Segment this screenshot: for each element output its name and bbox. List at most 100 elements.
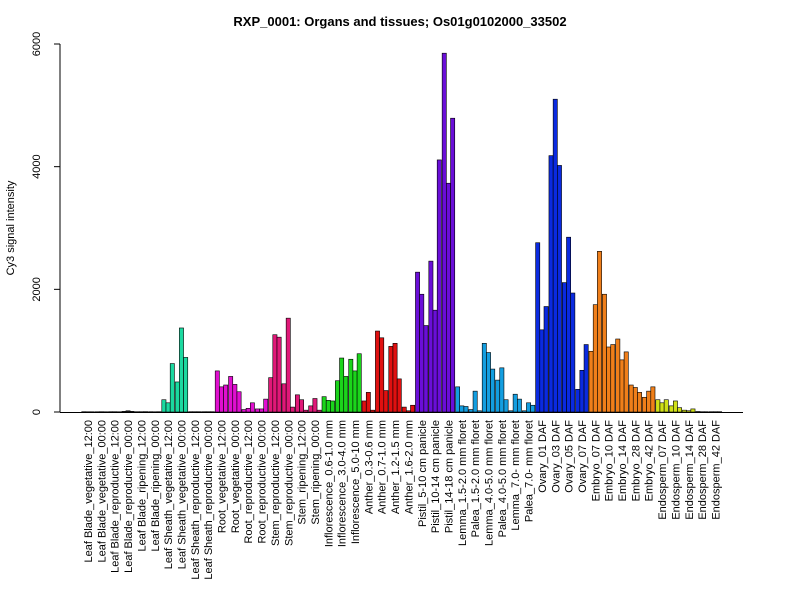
y-tick-label: 0 bbox=[31, 409, 43, 415]
bar bbox=[686, 410, 692, 413]
bar bbox=[575, 389, 581, 413]
bar bbox=[597, 251, 602, 413]
chart-title: RXP_0001: Organs and tissues; Os01g01020… bbox=[233, 14, 566, 29]
x-tick-label: Ovary_01 DAF bbox=[537, 420, 549, 493]
bar bbox=[490, 368, 496, 413]
y-axis: 0 2000 4000 6000 bbox=[31, 32, 61, 415]
bar bbox=[423, 325, 429, 413]
bar bbox=[615, 338, 621, 413]
bar bbox=[419, 293, 425, 413]
bar bbox=[472, 390, 478, 413]
bar bbox=[486, 352, 491, 413]
bar bbox=[508, 410, 514, 413]
bar bbox=[179, 327, 184, 413]
x-tick-label: Embryo_28 DAF bbox=[630, 420, 642, 502]
bar bbox=[512, 393, 518, 413]
x-tick-label: Anther_0.7-1.0 mm bbox=[377, 420, 389, 514]
bar bbox=[183, 357, 189, 413]
bar bbox=[623, 351, 629, 413]
bar bbox=[129, 411, 135, 413]
x-tick-label: Leaf Blade_vegetative_00:00 bbox=[96, 420, 108, 563]
bar bbox=[463, 406, 469, 413]
bar bbox=[503, 399, 509, 413]
bar bbox=[446, 182, 451, 413]
bar bbox=[659, 402, 665, 413]
x-tick-label: Anther_1.6-2.0 mm bbox=[403, 420, 415, 514]
bar bbox=[401, 406, 407, 413]
bar bbox=[174, 381, 180, 413]
bar bbox=[526, 402, 531, 413]
bar bbox=[561, 282, 567, 413]
bar bbox=[495, 379, 501, 413]
bar bbox=[476, 410, 482, 413]
bar bbox=[303, 409, 309, 413]
x-tick-label: Ovary_05 DAF bbox=[564, 420, 576, 493]
bar bbox=[521, 410, 527, 413]
bar bbox=[125, 410, 131, 413]
bar bbox=[276, 336, 282, 413]
bar bbox=[169, 363, 175, 413]
x-tick-label: Lemma_1.5-2.0 mm floret bbox=[457, 420, 469, 546]
bar bbox=[543, 306, 549, 413]
x-tick-labels: Leaf Blade_vegetative_12:00 Leaf Blade_ve… bbox=[83, 420, 722, 580]
bar bbox=[232, 384, 238, 413]
bar bbox=[410, 404, 415, 413]
bar bbox=[312, 398, 318, 413]
bar bbox=[214, 370, 220, 413]
bar bbox=[228, 376, 234, 413]
bar bbox=[245, 408, 251, 413]
bar bbox=[263, 398, 269, 413]
x-tick-label: Ovary_07 DAF bbox=[577, 420, 589, 493]
bar bbox=[663, 399, 669, 413]
bar bbox=[361, 400, 367, 413]
x-tick-label: Leaf Sheath_vegetative_12:00 bbox=[163, 420, 175, 569]
y-axis-label: Cy3 signal intensity bbox=[5, 180, 17, 275]
bar bbox=[161, 399, 167, 413]
bar bbox=[281, 383, 287, 413]
bar bbox=[290, 406, 295, 413]
bar bbox=[432, 309, 438, 413]
x-tick-label: Embryo_10 DAF bbox=[604, 420, 616, 502]
bar bbox=[392, 343, 398, 413]
x-tick-label: Palea_7.0- mm floret bbox=[524, 420, 536, 522]
bar bbox=[259, 408, 264, 413]
x-tick-label: Lemma_4.0-5.0 mm floret bbox=[484, 420, 496, 546]
bar bbox=[308, 405, 314, 413]
bar bbox=[356, 353, 362, 413]
bar bbox=[405, 410, 411, 413]
x-tick-label: Stem_reproductive_12:00 bbox=[270, 420, 282, 546]
x-tick-label: Ovary_03 DAF bbox=[550, 420, 562, 493]
y-tick-label: 4000 bbox=[31, 154, 43, 178]
bar bbox=[539, 329, 545, 413]
bar bbox=[268, 377, 274, 413]
x-tick-label: Leaf Blade_ripening_00:00 bbox=[150, 420, 162, 552]
x-tick-label: Root_reproductive_12:00 bbox=[243, 420, 255, 544]
x-tick-label: Endosperm_28 DAF bbox=[697, 420, 709, 520]
bar bbox=[165, 402, 171, 413]
bar bbox=[516, 398, 522, 413]
bar bbox=[583, 344, 589, 413]
bar bbox=[285, 317, 291, 413]
bar bbox=[459, 405, 465, 413]
bar bbox=[610, 344, 616, 413]
bar bbox=[548, 155, 554, 413]
bar bbox=[339, 357, 345, 413]
bar bbox=[352, 370, 358, 413]
bar bbox=[396, 378, 402, 413]
x-tick-label: Inflorescence_3.0-4.0 mm bbox=[337, 420, 349, 547]
x-tick-label: Root_vegetative_12:00 bbox=[217, 420, 229, 533]
x-tick-label: Embryo_07 DAF bbox=[590, 420, 602, 502]
bar bbox=[325, 400, 331, 413]
x-tick-label: Stem_reproductive_00:00 bbox=[283, 420, 295, 546]
bar bbox=[415, 271, 420, 413]
bar bbox=[695, 411, 701, 413]
bar bbox=[272, 334, 278, 413]
x-tick-label: Pistil_14-18 cm panicle bbox=[443, 420, 455, 533]
x-tick-label: Leaf Sheath_reproductive_12:00 bbox=[190, 420, 202, 580]
y-tick-label: 2000 bbox=[31, 277, 43, 301]
bar bbox=[335, 380, 340, 413]
bar bbox=[254, 408, 260, 413]
x-tick-label: Inflorescence_0.6-1.0 mm bbox=[323, 420, 335, 547]
bar bbox=[379, 337, 385, 413]
